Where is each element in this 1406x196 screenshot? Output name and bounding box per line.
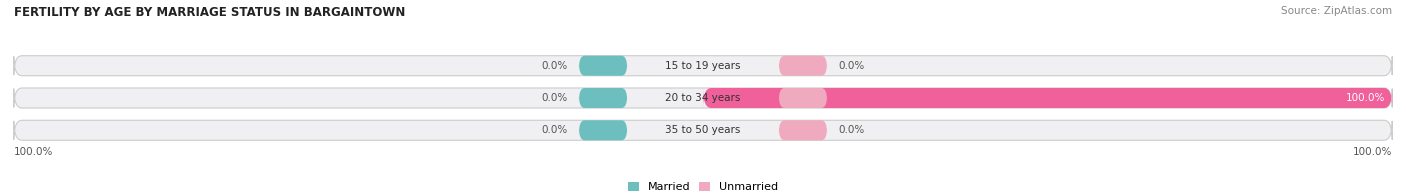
Text: 20 to 34 years: 20 to 34 years: [665, 93, 741, 103]
Text: FERTILITY BY AGE BY MARRIAGE STATUS IN BARGAINTOWN: FERTILITY BY AGE BY MARRIAGE STATUS IN B…: [14, 6, 405, 19]
FancyBboxPatch shape: [703, 88, 1392, 108]
FancyBboxPatch shape: [579, 120, 627, 140]
FancyBboxPatch shape: [14, 120, 1392, 140]
Text: 100.0%: 100.0%: [14, 147, 53, 157]
Legend: Married, Unmarried: Married, Unmarried: [623, 177, 783, 196]
Text: 15 to 19 years: 15 to 19 years: [665, 61, 741, 71]
FancyBboxPatch shape: [779, 120, 827, 140]
Text: 0.0%: 0.0%: [541, 125, 568, 135]
FancyBboxPatch shape: [779, 88, 827, 108]
FancyBboxPatch shape: [579, 56, 627, 76]
Text: 35 to 50 years: 35 to 50 years: [665, 125, 741, 135]
FancyBboxPatch shape: [14, 56, 1392, 76]
Text: 0.0%: 0.0%: [838, 125, 865, 135]
FancyBboxPatch shape: [579, 88, 627, 108]
Text: 100.0%: 100.0%: [1346, 93, 1385, 103]
FancyBboxPatch shape: [14, 88, 1392, 108]
FancyBboxPatch shape: [779, 56, 827, 76]
Text: 0.0%: 0.0%: [838, 61, 865, 71]
Text: 0.0%: 0.0%: [541, 93, 568, 103]
Text: 0.0%: 0.0%: [541, 61, 568, 71]
Text: 100.0%: 100.0%: [1353, 147, 1392, 157]
Text: Source: ZipAtlas.com: Source: ZipAtlas.com: [1281, 6, 1392, 16]
